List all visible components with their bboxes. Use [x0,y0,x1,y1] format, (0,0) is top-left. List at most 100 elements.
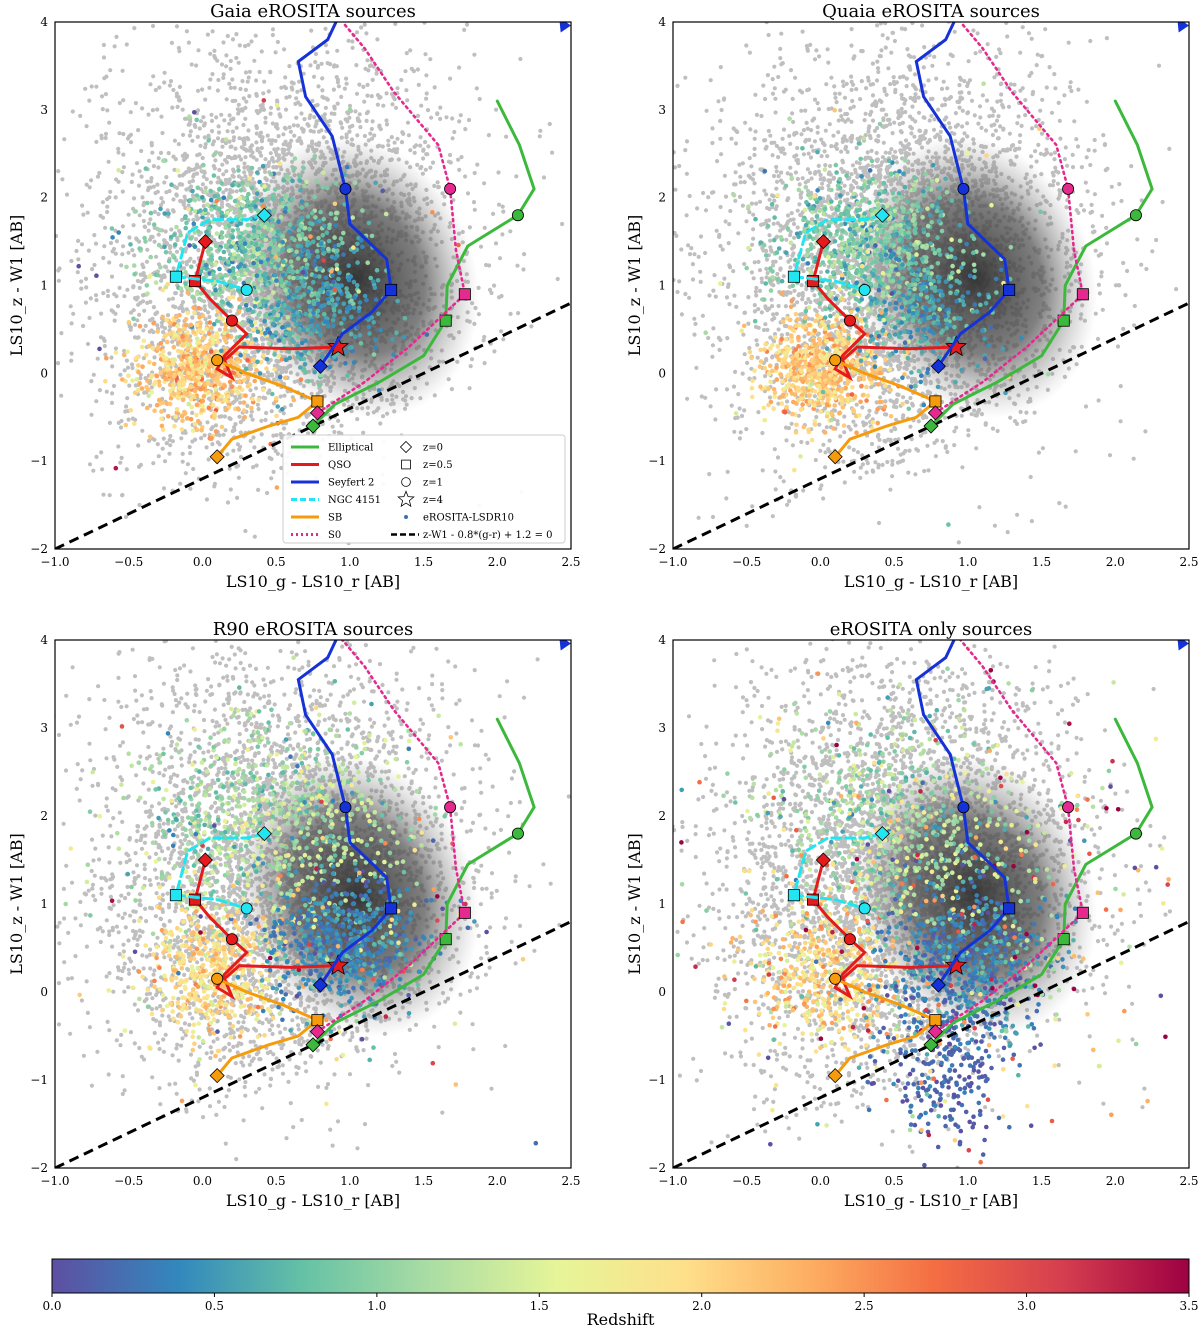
background-point [308,113,313,118]
source-point [328,211,334,216]
source-point [336,242,341,248]
background-point [359,25,364,30]
background-point [291,81,296,86]
background-point [238,454,244,460]
background-point [148,179,154,184]
source-point [295,269,300,274]
background-point [45,5,49,9]
background-point [185,462,190,467]
source-point [157,227,162,233]
background-point [403,69,408,74]
source-point [245,222,251,228]
background-point [223,182,228,187]
source-point [296,233,302,238]
background-point [325,50,330,55]
background-point [127,324,132,329]
background-point [263,157,268,162]
background-point [94,399,99,404]
source-point [212,151,217,157]
background-point [344,76,349,81]
background-point [173,304,178,310]
background-point [236,475,241,480]
background-point [167,189,172,194]
background-point [75,270,80,275]
background-point [222,414,227,419]
background-point [334,75,339,80]
background-point [430,160,436,165]
background-point [363,66,368,71]
source-point [373,180,378,186]
background-point [184,262,189,267]
background-point [140,106,145,111]
background-point [253,386,259,391]
background-point [233,146,238,151]
background-point [194,162,200,167]
background-point [504,134,509,139]
background-point [228,309,233,314]
background-point [47,226,51,230]
background-point [101,255,106,261]
source-point [305,214,311,219]
background-point [174,24,180,29]
background-point [270,155,275,161]
background-point [79,242,85,247]
background-point [250,417,255,422]
background-point [86,248,91,253]
background-point [450,116,455,121]
background-point [188,451,193,456]
background-point [135,278,140,284]
background-point [295,138,300,143]
source-point [223,225,228,230]
background-point [151,184,156,189]
background-point [365,82,370,87]
background-point [168,245,173,251]
source-point [213,243,219,249]
background-point [209,129,215,134]
background-point [132,253,137,258]
background-point [364,31,369,36]
background-point [494,107,499,112]
source-point [287,275,292,280]
background-point [137,169,142,174]
background-point [514,174,519,179]
background-point [124,404,129,409]
source-point [298,187,303,193]
background-point [270,121,275,126]
background-point [176,142,181,147]
background-point [170,439,175,444]
background-point [418,135,423,140]
background-point [180,107,185,112]
background-point [526,6,530,10]
background-point [270,27,276,32]
background-point [136,443,141,448]
source-point [240,245,246,250]
background-point [239,157,244,162]
background-point [202,433,207,438]
background-point [452,129,457,135]
background-point [118,425,124,430]
background-point [162,80,167,85]
source-point [232,198,238,204]
source-point [148,210,154,216]
background-point [283,86,289,91]
background-point [472,52,477,57]
background-point [219,240,224,245]
background-point [408,48,413,53]
background-point [378,421,383,426]
background-point [131,284,136,289]
source-point [241,408,247,413]
background-point [501,209,506,214]
background-point [120,492,125,498]
source-point [252,289,258,294]
background-point [381,103,386,108]
background-point [99,311,104,316]
background-point [219,112,224,117]
background-point [223,428,228,433]
source-point [143,166,149,171]
source-point [285,315,291,320]
background-point [108,240,114,246]
background-point [156,156,161,161]
background-point [492,283,497,288]
background-point [246,75,251,80]
background-point [206,457,211,462]
